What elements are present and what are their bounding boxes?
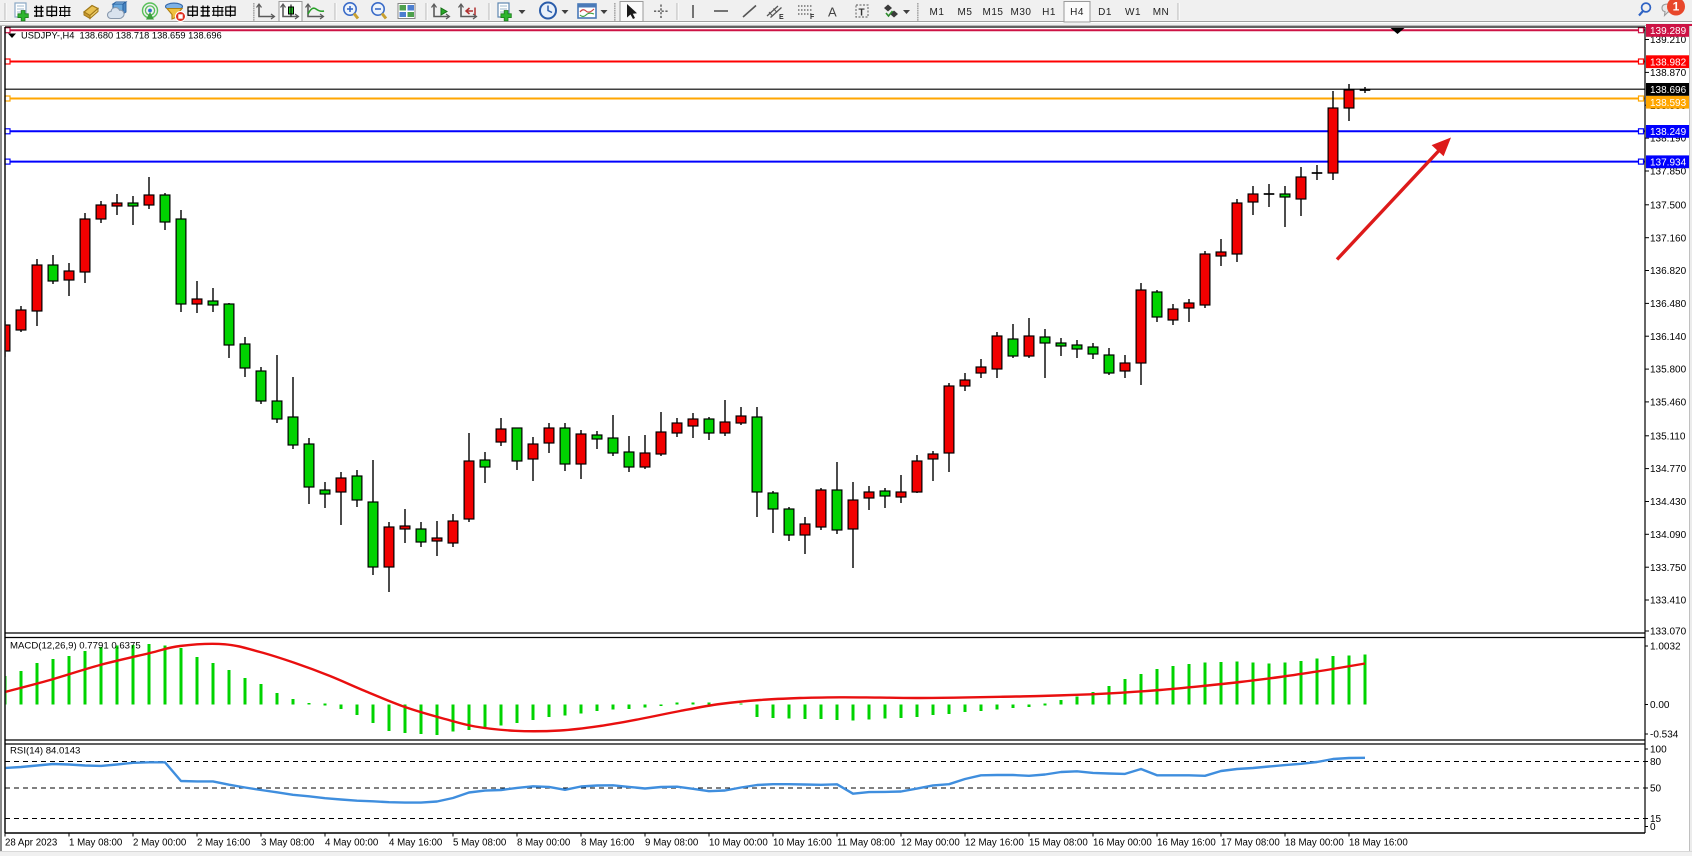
svg-text:1.0032: 1.0032 [1650, 642, 1681, 653]
svg-text:12 May 00:00: 12 May 00:00 [901, 838, 960, 849]
svg-text:-0.534: -0.534 [1650, 730, 1679, 741]
svg-text:RSI(14) 84.0143: RSI(14) 84.0143 [10, 746, 80, 757]
svg-text:28 Apr 2023: 28 Apr 2023 [5, 838, 57, 849]
svg-text:17 May 08:00: 17 May 08:00 [1221, 838, 1280, 849]
svg-text:11 May 08:00: 11 May 08:00 [837, 838, 896, 849]
svg-text:18 May 16:00: 18 May 16:00 [1349, 838, 1408, 849]
svg-text:A: A [828, 5, 837, 20]
svg-text:133.410: 133.410 [1650, 596, 1687, 607]
svg-text:135.110: 135.110 [1650, 431, 1686, 442]
svg-text:9 May 08:00: 9 May 08:00 [645, 838, 699, 849]
svg-text:M30: M30 [1011, 7, 1032, 18]
svg-text:0: 0 [1650, 822, 1656, 833]
svg-text:136.820: 136.820 [1650, 266, 1687, 277]
svg-text:10 May 16:00: 10 May 16:00 [773, 838, 832, 849]
svg-text:15: 15 [1650, 814, 1662, 825]
svg-text:T: T [859, 8, 865, 19]
svg-text:138.870: 138.870 [1650, 68, 1687, 79]
svg-text:MACD(12,26,9) 0.7791 0.6375: MACD(12,26,9) 0.7791 0.6375 [10, 641, 141, 652]
svg-text:MN: MN [1153, 7, 1170, 18]
svg-text:133.750: 133.750 [1650, 563, 1687, 574]
svg-text:138.249: 138.249 [1650, 127, 1687, 138]
svg-text:8 May 16:00: 8 May 16:00 [581, 838, 635, 849]
svg-text:135.800: 135.800 [1650, 365, 1687, 376]
svg-text:135.460: 135.460 [1650, 398, 1687, 409]
svg-text:138.593: 138.593 [1650, 98, 1687, 109]
svg-text:137.850: 137.850 [1650, 167, 1687, 178]
svg-text:8 May 00:00: 8 May 00:00 [517, 838, 571, 849]
svg-text:136.480: 136.480 [1650, 299, 1687, 310]
svg-text:10 May 00:00: 10 May 00:00 [709, 838, 768, 849]
svg-text:137.160: 137.160 [1650, 233, 1687, 244]
svg-text:139.210: 139.210 [1650, 35, 1687, 46]
svg-text:138.696: 138.696 [1650, 85, 1687, 96]
svg-text:139.289: 139.289 [1650, 26, 1687, 37]
svg-text:16 May 00:00: 16 May 00:00 [1093, 838, 1152, 849]
svg-text:4 May 00:00: 4 May 00:00 [325, 838, 379, 849]
svg-text:18 May 00:00: 18 May 00:00 [1285, 838, 1344, 849]
svg-text:H4: H4 [1070, 7, 1084, 18]
svg-text:3 May 08:00: 3 May 08:00 [261, 838, 315, 849]
svg-text:4 May 16:00: 4 May 16:00 [389, 838, 443, 849]
svg-text:137.500: 137.500 [1650, 200, 1687, 211]
svg-text:50: 50 [1650, 784, 1662, 795]
svg-text:0.00: 0.00 [1650, 700, 1670, 711]
svg-text:USDJPY-,H4 138.680 138.718 13: USDJPY-,H4 138.680 138.718 138.659 138.6… [21, 31, 222, 41]
svg-text:H1: H1 [1042, 7, 1056, 18]
svg-text:138.982: 138.982 [1650, 58, 1687, 69]
svg-text:D1: D1 [1098, 7, 1112, 18]
svg-text:134.090: 134.090 [1650, 530, 1687, 541]
svg-text:2 May 16:00: 2 May 16:00 [197, 838, 251, 849]
svg-text:M15: M15 [983, 7, 1004, 18]
svg-text:1 May 08:00: 1 May 08:00 [69, 838, 123, 849]
svg-text:137.934: 137.934 [1650, 158, 1687, 169]
svg-text:W1: W1 [1125, 7, 1141, 18]
svg-text:100: 100 [1650, 745, 1667, 756]
svg-text:E: E [779, 14, 784, 21]
svg-text:F: F [810, 14, 815, 21]
svg-text:12 May 16:00: 12 May 16:00 [965, 838, 1024, 849]
svg-text:138.190: 138.190 [1650, 134, 1687, 145]
svg-text:80: 80 [1650, 757, 1662, 768]
svg-text:M1: M1 [930, 7, 945, 18]
svg-text:15 May 08:00: 15 May 08:00 [1029, 838, 1088, 849]
svg-text:134.770: 134.770 [1650, 464, 1687, 475]
svg-text:1: 1 [1673, 0, 1680, 14]
svg-text:133.070: 133.070 [1650, 627, 1687, 638]
svg-text:M5: M5 [958, 7, 973, 18]
svg-text:134.430: 134.430 [1650, 497, 1687, 508]
svg-text:136.140: 136.140 [1650, 332, 1687, 343]
svg-text:2 May 00:00: 2 May 00:00 [133, 838, 187, 849]
svg-text:16 May 16:00: 16 May 16:00 [1157, 838, 1216, 849]
svg-text:5 May 08:00: 5 May 08:00 [453, 838, 507, 849]
